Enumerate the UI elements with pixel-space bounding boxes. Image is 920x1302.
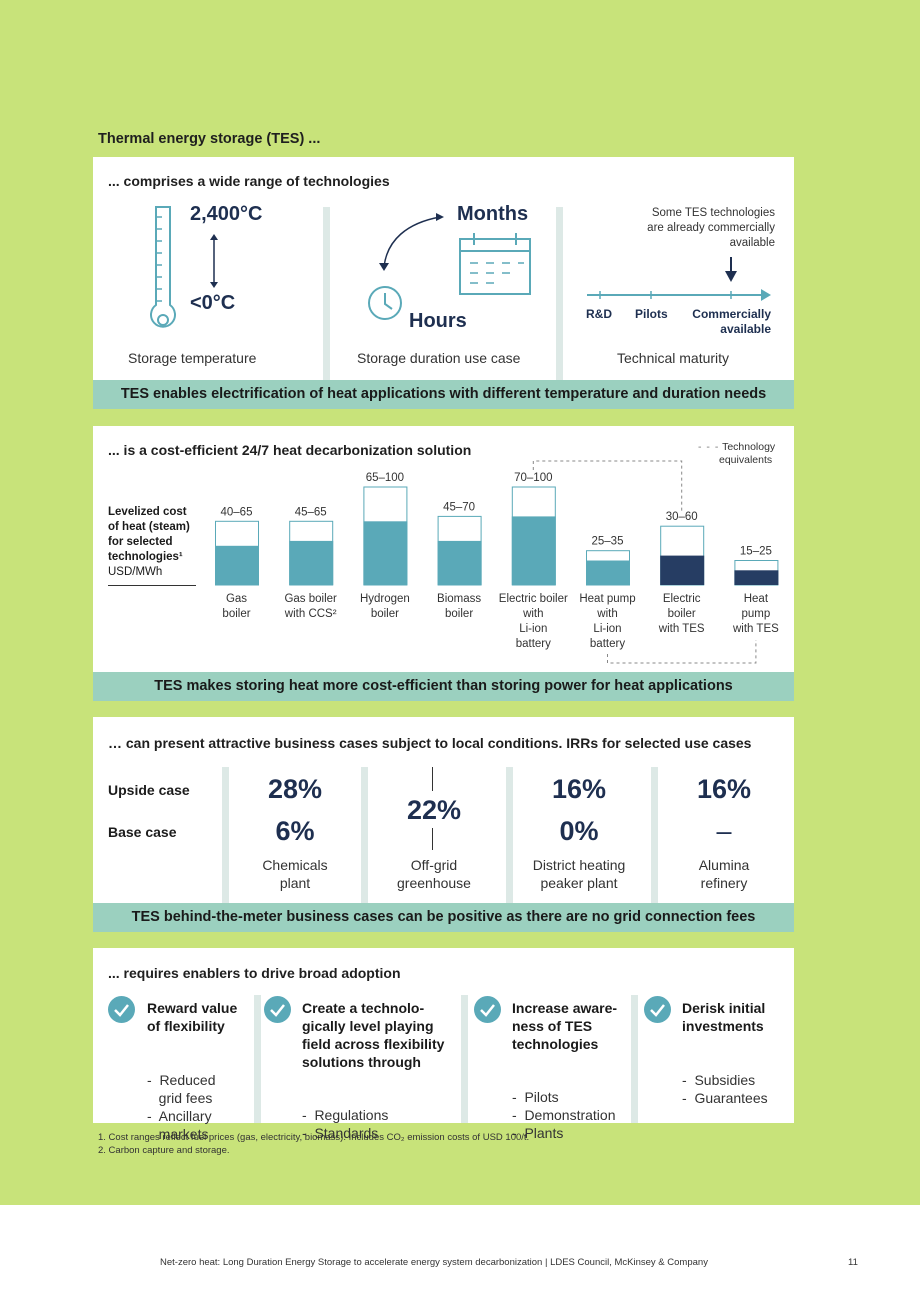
duration-short: Hours — [409, 310, 467, 332]
checkmark-icon — [108, 996, 135, 1023]
double-arrow-icon — [210, 234, 218, 288]
page-title: Thermal energy storage (TES) ... — [98, 131, 321, 147]
footnote-2: 2. Carbon capture and storage. — [98, 1145, 230, 1156]
divider — [461, 995, 468, 1123]
chart-y-label: Levelized cost of heat (steam) for selec… — [108, 506, 190, 578]
section-2-conclusion: TES makes storing heat more cost-efficie… — [93, 672, 794, 701]
duration-long: Months — [457, 203, 529, 225]
section-1-title: ... comprises a wide range of technologi… — [108, 173, 390, 189]
checkmark-icon — [644, 996, 671, 1023]
divider — [222, 767, 229, 903]
enabler-4-title: Derisk initial investments — [682, 1000, 766, 1034]
business-case-panel — [93, 717, 794, 903]
maturity-pilots: Pilots — [635, 307, 668, 321]
category-label: Electric boiler with Li-ion battery — [498, 593, 568, 650]
y-label-rule — [108, 585, 196, 586]
category-label: Gas boiler — [222, 593, 251, 620]
case-label-district: District heating peaker plant — [532, 857, 626, 891]
irr-greenhouse: 22% — [406, 795, 462, 825]
irr-base-district: 0% — [559, 816, 599, 846]
footer-source: Net-zero heat: Long Duration Energy Stor… — [160, 1257, 708, 1268]
irr-upside-alumina: 16% — [696, 774, 752, 804]
chart-legend: - - - Technology — [698, 441, 776, 453]
category-label: Electric boiler with TES — [658, 593, 705, 635]
maturity-note: Some TES technologies are already commer… — [647, 207, 775, 249]
technologies-panel — [93, 157, 794, 380]
enabler-1-title: Reward value of flexibility — [147, 1000, 238, 1034]
divider — [506, 767, 513, 903]
divider — [254, 995, 261, 1123]
section-3-title: … can present attractive business cases … — [108, 735, 752, 751]
irr-base-alumina: – — [716, 816, 732, 846]
case-label-greenhouse: Off-grid greenhouse — [397, 857, 471, 891]
divider — [631, 995, 638, 1123]
checkmark-icon — [474, 996, 501, 1023]
case-label-chemicals: Chemicals plant — [262, 857, 328, 891]
enabler-4-items: - Subsidies - Guarantees — [682, 1072, 768, 1106]
enabler-2-title: Create a technolo-gically level playing f… — [302, 1000, 445, 1070]
duration-label: Storage duration use case — [357, 350, 521, 366]
enablers-panel — [93, 948, 794, 1123]
section-3-conclusion: TES behind-the-meter business cases can … — [93, 903, 794, 932]
enabler-3-items: - Pilots - Demonstration - Plants — [512, 1089, 616, 1141]
divider — [361, 767, 368, 903]
maturity-commercial: Commercially available — [692, 307, 771, 336]
maturity-label: Technical maturity — [617, 350, 730, 366]
category-label: Heat pump with TES — [732, 593, 779, 635]
section-4-title: ... requires enablers to drive broad ado… — [108, 965, 401, 981]
irr-upside-district: 16% — [551, 774, 607, 804]
divider — [651, 767, 658, 903]
thermometer-icon — [150, 206, 176, 328]
temperature-low: <0°C — [190, 292, 236, 314]
divider — [323, 207, 330, 380]
divider — [556, 207, 563, 380]
irr-upside-chemicals: 28% — [267, 774, 323, 804]
chart-legend-line-2: equivalents — [719, 454, 773, 466]
enabler-2-items: - Regulations - Standards — [302, 1107, 389, 1141]
category-label: Gas boiler with CCS² — [284, 593, 337, 620]
enabler-3-title: Increase aware-ness of TES technologies — [512, 1000, 618, 1052]
range-tick — [432, 828, 433, 850]
category-label: Hydrogen boiler — [359, 593, 410, 620]
temperature-label: Storage temperature — [128, 350, 257, 366]
maturity-rnd: R&D — [586, 307, 612, 321]
category-label: Biomass boiler — [437, 593, 482, 620]
case-label-alumina: Alumina refinery — [698, 857, 750, 891]
maturity-scale — [587, 257, 771, 301]
section-2-title: ... is a cost-efficient 24/7 heat decarb… — [108, 442, 472, 458]
row-upside-label: Upside case — [108, 782, 190, 798]
page-number: 11 — [848, 1257, 858, 1268]
duration-graphic — [368, 213, 531, 320]
checkmark-icon — [264, 996, 291, 1023]
footnote-1: 1. Cost ranges reflect fuel prices (gas,… — [98, 1132, 530, 1143]
temperature-high: 2,400°C — [190, 203, 263, 225]
irr-base-chemicals: 6% — [275, 816, 315, 846]
row-base-label: Base case — [108, 824, 177, 840]
enabler-1-items: - Reduced grid fees - Ancillary markets — [147, 1072, 216, 1142]
range-tick — [432, 767, 433, 791]
section-1-conclusion: TES enables electrification of heat appl… — [93, 380, 794, 409]
category-label: Heat pump with Li-ion battery — [579, 593, 636, 650]
